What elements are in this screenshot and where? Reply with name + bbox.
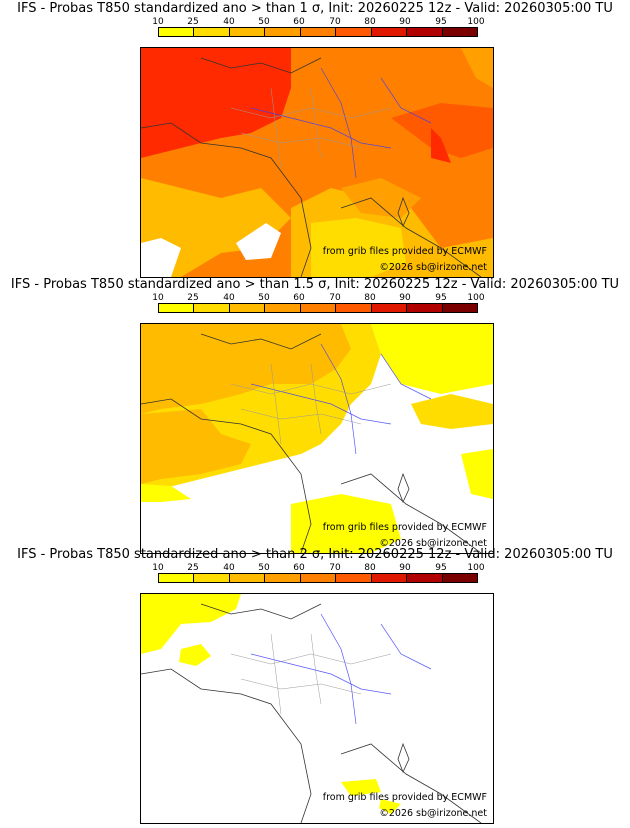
map-graphic bbox=[141, 48, 493, 277]
map-panel-3: IFS - Probas T850 standardized ano > tha… bbox=[0, 546, 630, 824]
colorbar bbox=[158, 303, 478, 313]
colorbar bbox=[158, 27, 478, 37]
colorbar-tick: 50 bbox=[258, 293, 270, 303]
data-source-credit: from grib files provided by ECMWF bbox=[322, 792, 487, 803]
copyright-credit: ©2026 sb@irizone.net bbox=[379, 538, 487, 549]
colorbar-tick: 25 bbox=[187, 563, 199, 573]
colorbar-tick: 40 bbox=[223, 563, 235, 573]
colorbar-segment bbox=[265, 304, 301, 312]
panel-title: IFS - Probas T850 standardized ano > tha… bbox=[17, 1, 613, 16]
colorbar-tick: 70 bbox=[329, 17, 341, 27]
map-graphic bbox=[141, 324, 493, 553]
data-source-credit: from grib files provided by ECMWF bbox=[322, 522, 487, 533]
colorbar-tick: 80 bbox=[364, 17, 376, 27]
colorbar-tick: 90 bbox=[399, 563, 411, 573]
colorbar-ticks: 10 25 40 50 60 70 80 90 95 100 bbox=[140, 563, 484, 573]
colorbar-segment bbox=[371, 574, 408, 582]
data-source-credit: from grib files provided by ECMWF bbox=[322, 246, 487, 257]
colorbar-tick: 70 bbox=[329, 293, 341, 303]
colorbar-tick: 100 bbox=[467, 17, 485, 27]
copyright-credit: ©2026 sb@irizone.net bbox=[379, 808, 487, 819]
colorbar-tick: 10 bbox=[152, 17, 164, 27]
probability-map: from grib files provided by ECMWF ©2026 … bbox=[140, 593, 494, 824]
colorbar-segment bbox=[336, 574, 372, 582]
colorbar-tick: 40 bbox=[223, 293, 235, 303]
colorbar-segment bbox=[194, 28, 230, 36]
colorbar-segment bbox=[194, 574, 230, 582]
colorbar-tick: 10 bbox=[152, 293, 164, 303]
colorbar-segment bbox=[442, 574, 477, 582]
colorbar-tick: 95 bbox=[435, 563, 447, 573]
copyright-credit: ©2026 sb@irizone.net bbox=[379, 262, 487, 273]
map-graphic bbox=[141, 594, 493, 823]
panel-title: IFS - Probas T850 standardized ano > tha… bbox=[17, 547, 613, 562]
map-panel-1: IFS - Probas T850 standardized ano > tha… bbox=[0, 0, 630, 278]
colorbar bbox=[158, 573, 478, 583]
colorbar-tick: 100 bbox=[467, 563, 485, 573]
colorbar-segment bbox=[407, 28, 443, 36]
colorbar-tick: 10 bbox=[152, 563, 164, 573]
colorbar-segment bbox=[265, 574, 301, 582]
colorbar-tick: 95 bbox=[435, 293, 447, 303]
colorbar-segment bbox=[229, 574, 266, 582]
colorbar-segment bbox=[407, 574, 443, 582]
colorbar-segment bbox=[442, 304, 477, 312]
colorbar-tick: 80 bbox=[364, 293, 376, 303]
colorbar-segment bbox=[300, 304, 337, 312]
colorbar-tick: 60 bbox=[293, 563, 305, 573]
colorbar-ticks: 10 25 40 50 60 70 80 90 95 100 bbox=[140, 293, 484, 303]
colorbar-segment bbox=[159, 304, 195, 312]
panel-title: IFS - Probas T850 standardized ano > tha… bbox=[10, 277, 620, 292]
colorbar-tick: 90 bbox=[399, 293, 411, 303]
colorbar-tick: 60 bbox=[293, 293, 305, 303]
colorbar-tick: 60 bbox=[293, 17, 305, 27]
colorbar-segment bbox=[442, 28, 477, 36]
map-panel-2: IFS - Probas T850 standardized ano > tha… bbox=[0, 276, 630, 554]
colorbar-segment bbox=[229, 304, 266, 312]
colorbar-tick: 50 bbox=[258, 17, 270, 27]
colorbar-segment bbox=[159, 28, 195, 36]
colorbar-segment bbox=[371, 28, 408, 36]
colorbar-segment bbox=[336, 28, 372, 36]
colorbar-tick: 50 bbox=[258, 563, 270, 573]
colorbar-segment bbox=[336, 304, 372, 312]
colorbar-tick: 70 bbox=[329, 563, 341, 573]
colorbar-ticks: 10 25 40 50 60 70 80 90 95 100 bbox=[140, 17, 484, 27]
colorbar-tick: 25 bbox=[187, 17, 199, 27]
colorbar-tick: 95 bbox=[435, 17, 447, 27]
colorbar-segment bbox=[159, 574, 195, 582]
colorbar-segment bbox=[300, 28, 337, 36]
colorbar-segment bbox=[265, 28, 301, 36]
colorbar-segment bbox=[300, 574, 337, 582]
colorbar-tick: 80 bbox=[364, 563, 376, 573]
probability-map: from grib files provided by ECMWF ©2026 … bbox=[140, 323, 494, 554]
colorbar-segment bbox=[194, 304, 230, 312]
colorbar-tick: 25 bbox=[187, 293, 199, 303]
colorbar-segment bbox=[407, 304, 443, 312]
colorbar-segment bbox=[371, 304, 408, 312]
colorbar-tick: 100 bbox=[467, 293, 485, 303]
colorbar-tick: 90 bbox=[399, 17, 411, 27]
probability-map: from grib files provided by ECMWF ©2026 … bbox=[140, 47, 494, 278]
colorbar-segment bbox=[229, 28, 266, 36]
colorbar-tick: 40 bbox=[223, 17, 235, 27]
